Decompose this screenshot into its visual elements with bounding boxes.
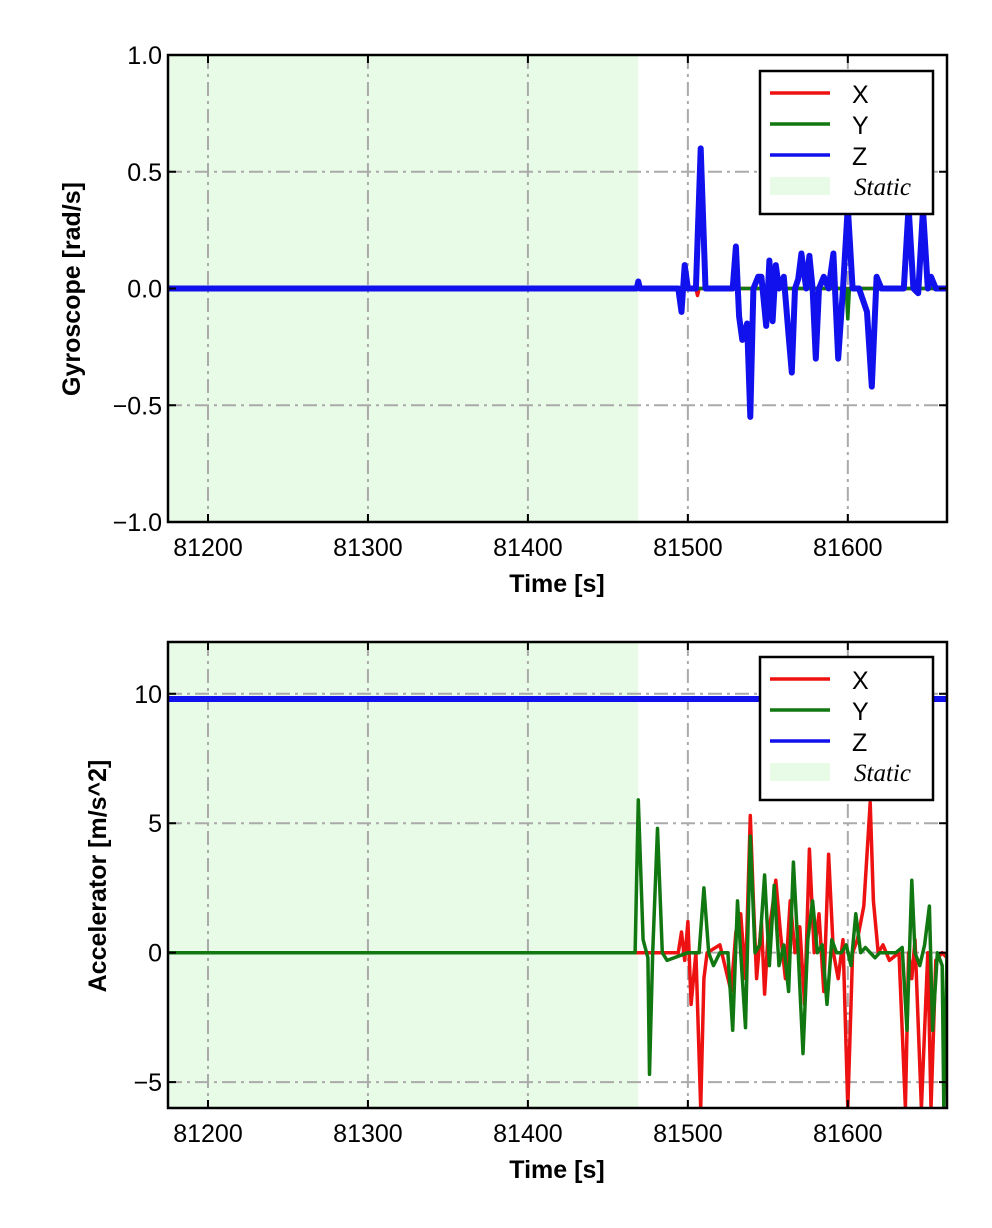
axis-ticks: 81200 81300 81400 81500 81600 1.0 0.5 0.0 −0.5 −1… (113, 42, 947, 562)
y-tick-label: 10 (134, 681, 162, 709)
legend: X Y Z Static (758, 69, 935, 216)
x-tick-label: 81200 (173, 1120, 243, 1148)
axis-ticks: 81200 81300 81400 81500 81600 10 5 0 −5 (133, 642, 947, 1148)
x-tick-label: 81600 (813, 1120, 883, 1148)
static-region-fill (168, 642, 639, 1108)
legend-label-z: Z (852, 143, 867, 171)
x-tick-label: 81400 (493, 534, 563, 562)
x-tick-label: 81600 (813, 534, 883, 562)
plot-frame (166, 640, 949, 1110)
series-lines (168, 145, 947, 420)
legend-label-y: Y (852, 112, 869, 140)
legend-swatch-static (770, 763, 830, 781)
legend-label-static: Static (854, 760, 911, 787)
y-tick-label: 5 (148, 810, 162, 838)
accelerator-chart: 81200 81300 81400 81500 81600 10 5 0 −5 Time [s]… (84, 640, 949, 1184)
y-tick-label: 0.0 (127, 276, 162, 304)
y-tick-label: 0 (148, 940, 162, 968)
x-tick-label: 81400 (493, 1120, 563, 1148)
x-axis-title: Time [s] (509, 570, 604, 598)
x-tick-label: 81200 (173, 534, 243, 562)
x-axis-title: Time [s] (509, 1156, 604, 1184)
x-tick-label: 81300 (333, 534, 403, 562)
series-y-line (168, 798, 947, 1108)
legend-label-x: X (852, 81, 869, 109)
x-tick-label: 81300 (333, 1120, 403, 1148)
y-tick-label: 0.5 (127, 159, 162, 187)
legend-label-z: Z (852, 729, 867, 757)
x-tick-label: 81500 (653, 1120, 723, 1148)
legend-label-static: Static (854, 174, 911, 201)
x-tick-label: 81500 (653, 534, 723, 562)
y-tick-label: −5 (133, 1069, 162, 1097)
y-axis-title: Gyroscope [rad/s] (58, 182, 86, 396)
legend-swatch-static (770, 177, 830, 195)
legend: X Y Z Static (758, 655, 935, 802)
series-z-line (168, 145, 947, 420)
legend-label-x: X (852, 667, 869, 695)
static-region (168, 642, 639, 1108)
gyroscope-chart: 81200 81300 81400 81500 81600 1.0 0.5 0.0 −0.5 −1… (58, 42, 949, 598)
legend-label-y: Y (852, 698, 869, 726)
y-tick-label: −1.0 (113, 509, 162, 537)
y-axis-title: Accelerator [m/s^2] (84, 760, 112, 993)
y-tick-label: −0.5 (113, 392, 162, 420)
y-tick-label: 1.0 (127, 42, 162, 70)
